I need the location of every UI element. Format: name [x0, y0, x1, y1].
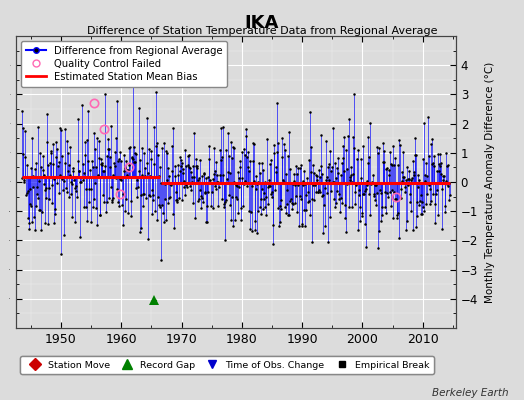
Y-axis label: Monthly Temperature Anomaly Difference (°C): Monthly Temperature Anomaly Difference (… [485, 61, 495, 303]
Legend: Station Move, Record Gap, Time of Obs. Change, Empirical Break: Station Move, Record Gap, Time of Obs. C… [20, 356, 434, 374]
Text: Difference of Station Temperature Data from Regional Average: Difference of Station Temperature Data f… [87, 26, 437, 36]
Text: IKA: IKA [245, 14, 279, 32]
Text: Berkeley Earth: Berkeley Earth [432, 388, 508, 398]
